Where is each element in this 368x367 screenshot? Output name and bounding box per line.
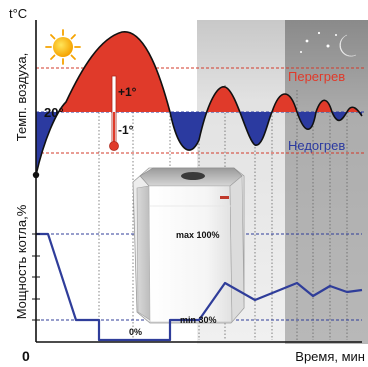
setpoint-label: 20°	[44, 105, 64, 120]
axes	[35, 20, 362, 343]
temperature-unit-label: t°C	[9, 6, 27, 21]
minus-one-degree-label: -1°	[118, 123, 134, 137]
y-axis-temperature-label: Темп. воздуха,	[14, 53, 29, 141]
overheat-area	[36, 31, 362, 112]
boiler-power-curve	[36, 232, 363, 342]
temperature-curve	[35, 31, 363, 176]
boiler-unit	[132, 167, 245, 324]
underheat-label: Недогрев	[288, 138, 345, 153]
overheat-label: Перегрев	[288, 69, 345, 84]
sun-icon	[45, 29, 81, 65]
plus-one-degree-label: +1°	[118, 85, 137, 99]
origin-label: 0	[22, 348, 30, 364]
underheat-area	[36, 112, 362, 175]
zero-power-label: 0%	[129, 327, 142, 337]
min-power-label: min 30%	[180, 315, 217, 325]
overheat-fill	[36, 31, 362, 112]
thermometer-icon	[109, 75, 119, 151]
axis-junction-dot	[32, 171, 40, 179]
y-axis-power-label: Мощность котла,%	[14, 204, 29, 319]
x-axis-label: Время, мин	[295, 349, 365, 364]
underheat-fill	[36, 112, 362, 175]
moon-and-stars-icon	[300, 31, 357, 57]
max-power-label: max 100%	[176, 230, 220, 240]
y-axis-ticks	[32, 233, 40, 321]
